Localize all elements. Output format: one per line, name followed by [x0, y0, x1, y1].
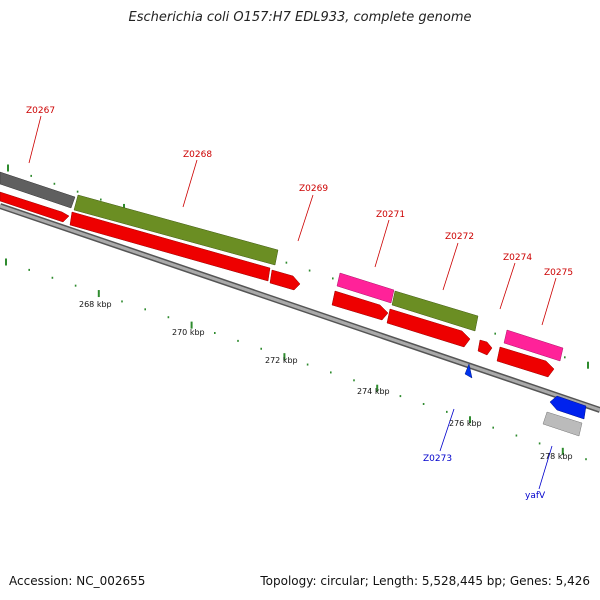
gene-label-yafv[interactable]: yafV — [525, 491, 546, 501]
tick-row-bottom — [5, 258, 587, 461]
gene-label-z0275[interactable]: Z0275 — [544, 268, 573, 278]
gene-block-z0274[interactable] — [477, 339, 493, 356]
scale-label: 270 kbp — [172, 328, 205, 337]
gene-label-z0274[interactable]: Z0274 — [503, 253, 532, 263]
gene-block-z0268[interactable] — [69, 211, 271, 282]
gene-block-z0267[interactable] — [0, 191, 70, 223]
leader-z0267 — [28, 115, 42, 164]
leader-z0275 — [541, 277, 557, 326]
accession-text: Accession: NC_002655 — [9, 574, 146, 588]
gene-block-z0275-pink[interactable] — [503, 329, 564, 362]
scale-label: 278 kbp — [540, 452, 573, 461]
backbone — [0, 203, 600, 413]
scale-label: 276 kbp — [449, 419, 482, 428]
scale-label: 272 kbp — [265, 356, 298, 365]
scale-label: 268 kbp — [79, 300, 112, 309]
leader-z0274 — [499, 262, 516, 310]
leader-z0268 — [182, 159, 198, 208]
gene-block-z0271[interactable] — [331, 290, 389, 321]
gene-label-z0269[interactable]: Z0269 — [299, 184, 328, 194]
gene-labels: Z0267 Z0268 Z0269 Z0271 Z0272 Z0274 Z027… — [26, 106, 573, 501]
gene-block-yafv-grey[interactable] — [542, 411, 583, 437]
gene-block-z0275[interactable] — [496, 346, 555, 378]
gene-block-z0271-pink[interactable] — [336, 272, 395, 304]
gene-label-z0267[interactable]: Z0267 — [26, 106, 55, 116]
tick-row-top — [7, 164, 589, 369]
gene-block-yafv[interactable] — [549, 395, 587, 420]
leader-yafv — [538, 445, 553, 490]
map-title: Escherichia coli O157:H7 EDL933, complet… — [128, 10, 472, 25]
gene-label-z0272[interactable]: Z0272 — [445, 232, 474, 242]
leader-z0272 — [442, 242, 459, 291]
gene-block-z0267-upper[interactable] — [0, 171, 76, 209]
gene-block-z0269[interactable] — [269, 269, 301, 291]
gene-block-z0272-olive[interactable] — [391, 290, 479, 332]
gene-block-z0268-olive[interactable] — [73, 194, 279, 266]
gene-label-z0273[interactable]: Z0273 — [423, 454, 452, 464]
leader-z0271 — [374, 219, 390, 268]
genome-summary-text: Topology: circular; Length: 5,528,445 bp… — [260, 574, 590, 588]
scale-label: 274 kbp — [357, 387, 390, 396]
leader-z0269 — [297, 194, 314, 242]
feature-blocks — [0, 171, 587, 437]
scale-labels: 268 kbp 270 kbp 272 kbp 274 kbp 276 kbp … — [79, 300, 573, 461]
leader-z0273 — [439, 408, 455, 452]
gene-label-z0268[interactable]: Z0268 — [183, 150, 212, 160]
gene-block-z0273[interactable] — [464, 363, 473, 379]
gene-label-z0271[interactable]: Z0271 — [376, 210, 405, 220]
gene-block-z0272[interactable] — [386, 308, 471, 348]
